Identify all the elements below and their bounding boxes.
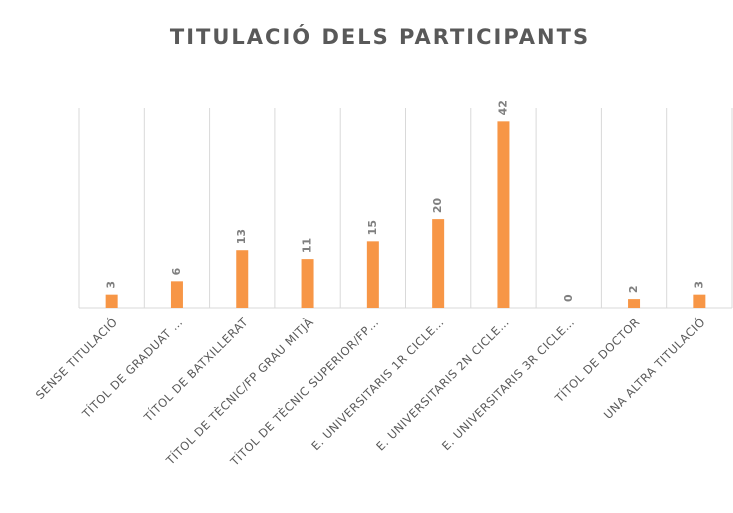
- bar: [497, 121, 510, 308]
- data-label: 3: [105, 281, 118, 289]
- bar: [366, 241, 379, 308]
- chart-title: TITULACIÓ DELS PARTICIPANTS: [170, 24, 590, 49]
- x-tick-label: E. UNIVERSITARIS 1R CICLE…: [308, 315, 446, 453]
- data-label: 3: [692, 281, 705, 289]
- data-label: 6: [170, 267, 183, 275]
- bar: [301, 259, 314, 308]
- x-tick-label: TÍTOL DE TÈCNIC/FP GRAU MITJÀ: [162, 314, 316, 468]
- bar: [628, 299, 641, 308]
- x-tick-label: TÍTOL DE TÈCNIC SUPERIOR/FP…: [226, 314, 381, 469]
- x-tick-label: E. UNIVERSITARIS 3R CICLE…: [439, 315, 577, 453]
- x-tick-label: E. UNIVERSITARIS 2N CICLE…: [373, 315, 512, 454]
- bar: [432, 219, 445, 308]
- x-tick-label: TÍTOL DE BATXILLERAT: [140, 314, 251, 425]
- bar: [693, 294, 706, 308]
- data-label: 42: [496, 100, 509, 115]
- bar: [105, 294, 118, 308]
- data-label: 11: [301, 238, 314, 253]
- data-label: 2: [627, 285, 640, 293]
- data-label: 13: [235, 229, 248, 244]
- data-label: 20: [431, 197, 444, 213]
- bar: [236, 250, 249, 308]
- bar: [170, 281, 183, 308]
- data-label: 0: [562, 294, 575, 302]
- data-label: 15: [366, 220, 379, 235]
